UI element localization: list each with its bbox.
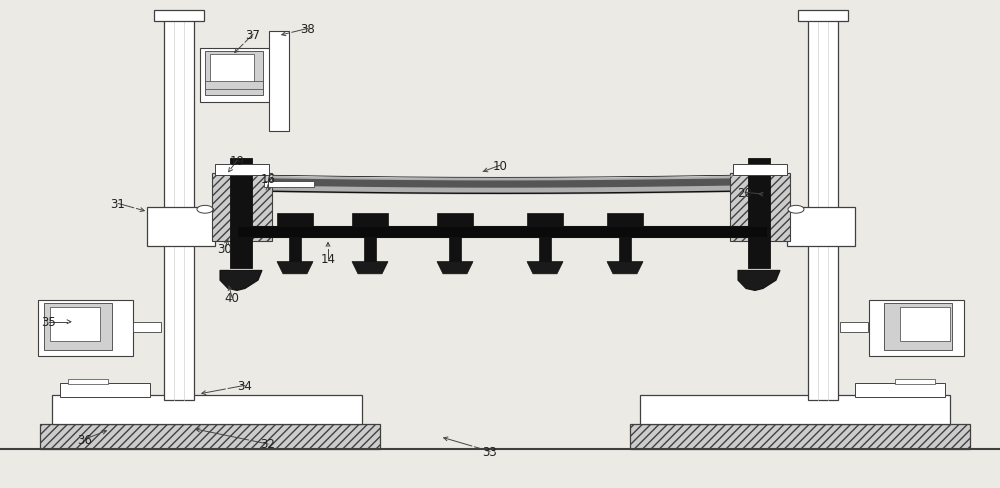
Bar	[437, 213, 473, 227]
Polygon shape	[277, 262, 313, 274]
Bar	[607, 213, 643, 227]
Text: 38: 38	[301, 23, 315, 36]
Bar	[289, 238, 301, 262]
Polygon shape	[527, 262, 563, 274]
Text: 14: 14	[320, 252, 336, 265]
Bar	[840, 322, 868, 333]
Bar	[352, 213, 388, 227]
Polygon shape	[607, 262, 643, 274]
Bar	[798, 11, 848, 21]
Bar	[733, 164, 787, 175]
Bar	[212, 173, 272, 242]
Bar	[787, 207, 855, 246]
Bar	[869, 300, 964, 356]
Circle shape	[788, 206, 804, 214]
Text: 10: 10	[493, 160, 507, 172]
Bar	[884, 304, 952, 350]
Text: 35: 35	[42, 316, 56, 328]
Bar	[44, 304, 112, 350]
Bar	[895, 380, 935, 385]
Bar	[527, 213, 563, 227]
Bar	[364, 238, 376, 262]
Bar	[855, 383, 945, 397]
Text: 16: 16	[260, 173, 276, 186]
Polygon shape	[220, 271, 262, 291]
Bar	[730, 173, 790, 242]
Bar	[449, 238, 461, 262]
Text: 19: 19	[230, 155, 244, 167]
Bar	[210, 55, 254, 88]
Bar	[230, 159, 252, 268]
Bar	[68, 380, 108, 385]
Polygon shape	[352, 262, 388, 274]
Bar	[264, 182, 314, 188]
Bar	[630, 425, 970, 449]
Text: 40: 40	[225, 291, 239, 304]
Bar	[40, 425, 380, 449]
Bar	[133, 322, 161, 333]
Bar	[200, 49, 270, 102]
Text: 37: 37	[246, 29, 260, 41]
Bar	[808, 20, 838, 400]
Polygon shape	[738, 271, 780, 291]
Bar	[38, 300, 133, 356]
Circle shape	[197, 206, 213, 214]
Bar	[619, 238, 631, 262]
Bar	[50, 307, 100, 342]
Text: 31: 31	[111, 198, 125, 210]
Bar	[164, 20, 194, 400]
Bar	[748, 159, 770, 268]
Bar	[237, 227, 767, 238]
Text: 20: 20	[738, 186, 752, 199]
Bar	[147, 207, 215, 246]
Text: 32: 32	[261, 438, 275, 450]
Text: 33: 33	[483, 445, 497, 458]
Text: 36: 36	[78, 433, 92, 446]
Bar	[269, 32, 289, 132]
Bar	[205, 82, 263, 90]
Text: 34: 34	[238, 379, 252, 392]
Bar	[215, 164, 269, 175]
Bar	[205, 52, 263, 96]
Text: 30: 30	[218, 243, 232, 255]
Bar	[277, 213, 313, 227]
Bar	[539, 238, 551, 262]
Bar	[640, 395, 950, 425]
Polygon shape	[437, 262, 473, 274]
Bar	[900, 307, 950, 342]
Bar	[154, 11, 204, 21]
Bar	[52, 395, 362, 425]
Bar	[60, 383, 150, 397]
